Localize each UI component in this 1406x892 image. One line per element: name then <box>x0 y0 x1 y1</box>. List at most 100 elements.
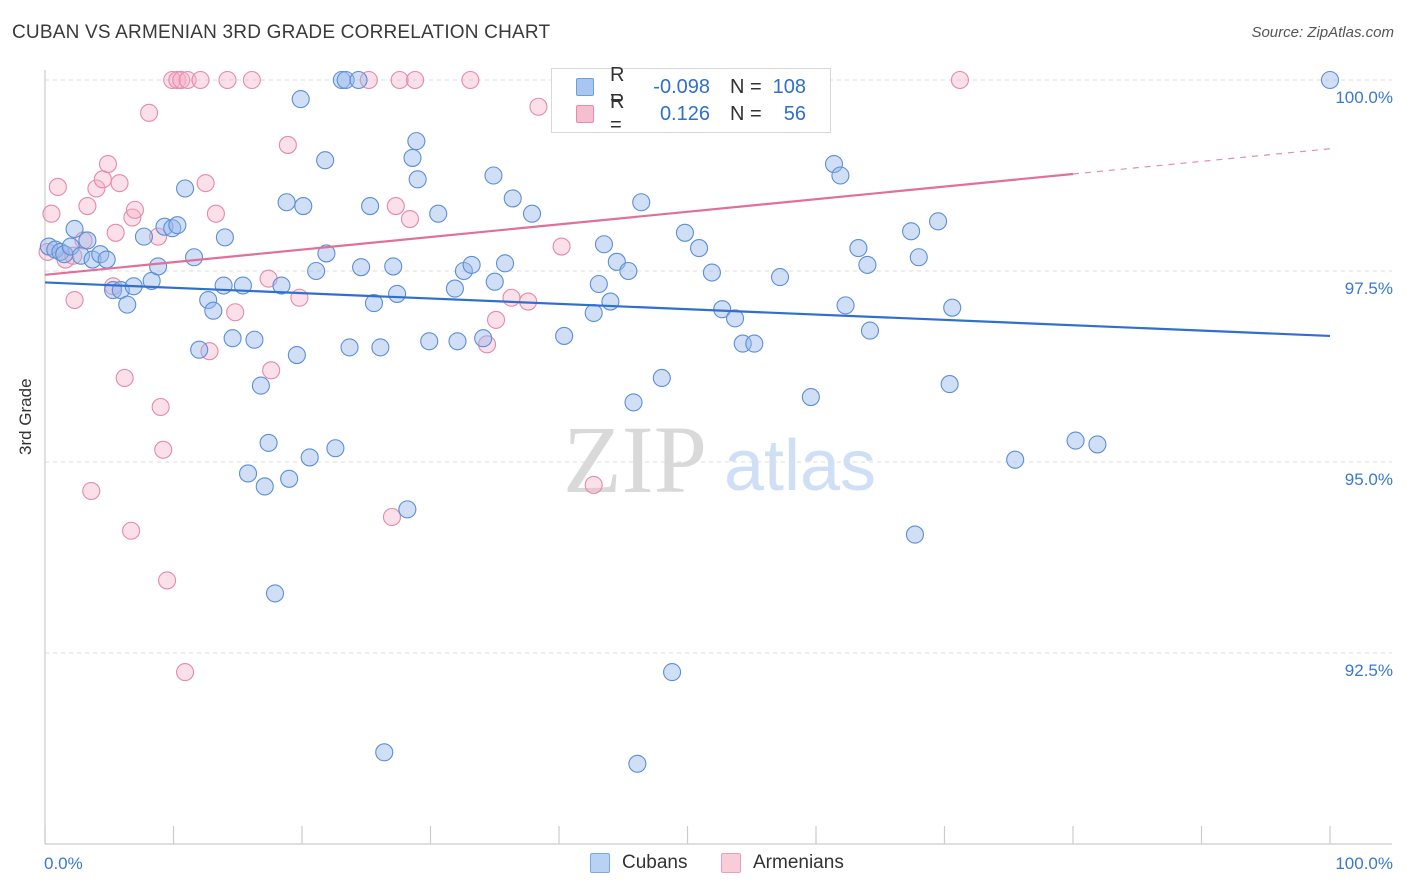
armenian-point <box>242 70 261 90</box>
y-axis-title: 3rd Grade <box>16 378 35 455</box>
armenian-point <box>122 521 141 540</box>
legend-label-armenians: Armenians <box>753 852 844 873</box>
cuban-point <box>316 151 335 170</box>
cuban-point <box>801 388 820 407</box>
cuban-point <box>408 170 427 189</box>
armenian-point <box>176 663 195 682</box>
armenian-point <box>386 197 405 216</box>
cuban-point <box>632 193 651 212</box>
cuban-point <box>745 334 764 353</box>
cuban-point <box>280 469 299 488</box>
cuban-point <box>215 228 234 247</box>
legend-r-label: R = <box>610 91 625 136</box>
cuban-point <box>317 244 336 263</box>
armenian-point <box>178 70 197 90</box>
cuban-point <box>163 219 182 238</box>
cuban-point <box>929 212 948 231</box>
cuban-point <box>663 663 682 682</box>
cuban-point <box>176 179 195 198</box>
cuban-point <box>943 298 962 317</box>
cuban-point <box>407 132 426 151</box>
legend-row-cubans: R = -0.098 N = 108 <box>552 64 806 109</box>
chart-title: CUBAN VS ARMENIAN 3RD GRADE CORRELATION … <box>12 22 551 43</box>
cuban-point <box>118 295 137 314</box>
legend-label-cubans: Cubans <box>622 852 688 873</box>
armenian-point <box>226 303 245 322</box>
gridlines <box>45 79 1392 654</box>
armenian-point <box>584 475 603 494</box>
cuban-point <box>214 276 233 295</box>
legend-r-label: R = <box>610 64 625 109</box>
cuban-point <box>858 255 877 274</box>
legend-swatch-armenians <box>576 105 594 123</box>
armenian-point <box>65 290 84 310</box>
legend-item-cubans[interactable]: Cubans <box>590 852 688 874</box>
cuban-point <box>223 329 242 348</box>
cuban-point <box>594 235 614 254</box>
armenians-trend-line <box>44 172 1074 276</box>
cuban-point <box>384 257 403 276</box>
cuban-point <box>291 90 310 109</box>
cuban-point <box>265 584 285 603</box>
x-tick-label: 0.0% <box>44 854 83 873</box>
cuban-point <box>336 70 355 90</box>
cuban-point <box>245 330 264 349</box>
armenian-point <box>78 197 97 216</box>
armenian-point <box>115 368 134 388</box>
tick-labels: 100.0% 97.5% 95.0% 92.5% 0.0% 100.0% <box>44 88 1393 873</box>
armenian-point <box>172 70 191 90</box>
cuban-point <box>619 261 638 281</box>
y-tick-label: 97.5% <box>1345 279 1393 298</box>
armenians-trend-line-extension <box>1072 148 1331 175</box>
legend-item-armenians[interactable]: Armenians <box>721 852 844 874</box>
armenian-point <box>191 70 210 90</box>
cuban-point <box>361 197 380 216</box>
stats-legend: R = -0.098 N = 108 R = 0.126 N = 56 <box>551 64 831 136</box>
cuban-point <box>1006 450 1025 469</box>
armenian-point <box>149 227 168 246</box>
cuban-point <box>940 375 959 394</box>
cuban-point <box>364 294 384 313</box>
trend-lines <box>44 148 1331 338</box>
cuban-point <box>503 189 522 208</box>
cuban-point <box>601 292 620 311</box>
cuban-point <box>770 268 790 287</box>
armenian-point <box>106 223 125 242</box>
cuban-point <box>725 309 745 328</box>
armenian-point <box>151 397 170 417</box>
cubans-points <box>39 70 1340 773</box>
armenian-point <box>400 209 419 229</box>
cuban-point <box>905 525 924 544</box>
cuban-point <box>445 279 464 298</box>
cuban-point <box>255 477 274 496</box>
cuban-point <box>1088 435 1107 454</box>
cuban-point <box>251 376 270 395</box>
cuban-point <box>238 464 258 483</box>
cuban-point <box>836 296 855 315</box>
cuban-point <box>462 255 481 274</box>
cuban-point <box>78 231 97 250</box>
cuban-point <box>61 237 80 256</box>
source-label: Source: ZipAtlas.com <box>1251 24 1394 41</box>
cuban-point <box>134 227 153 246</box>
armenian-point <box>461 70 480 90</box>
legend-swatch-armenians <box>721 853 741 873</box>
cuban-point <box>652 368 671 388</box>
armenian-point <box>206 204 225 223</box>
armenian-point <box>140 103 159 122</box>
legend-r-value-cubans: -0.098 <box>653 75 710 98</box>
cuban-point <box>65 219 84 239</box>
cuban-point <box>349 70 368 90</box>
cuban-point <box>388 284 407 303</box>
cuban-point <box>326 439 345 458</box>
armenian-point <box>218 70 237 90</box>
axes <box>44 70 1392 845</box>
cuban-point <box>902 222 921 241</box>
cuban-point <box>420 332 439 351</box>
cuban-point <box>860 321 880 340</box>
cuban-point <box>589 274 608 294</box>
legend-swatch-cubans <box>590 853 610 873</box>
y-tick-label: 100.0% <box>1335 88 1393 107</box>
watermark-atlas: atlas <box>724 426 876 506</box>
cuban-point <box>259 433 278 452</box>
